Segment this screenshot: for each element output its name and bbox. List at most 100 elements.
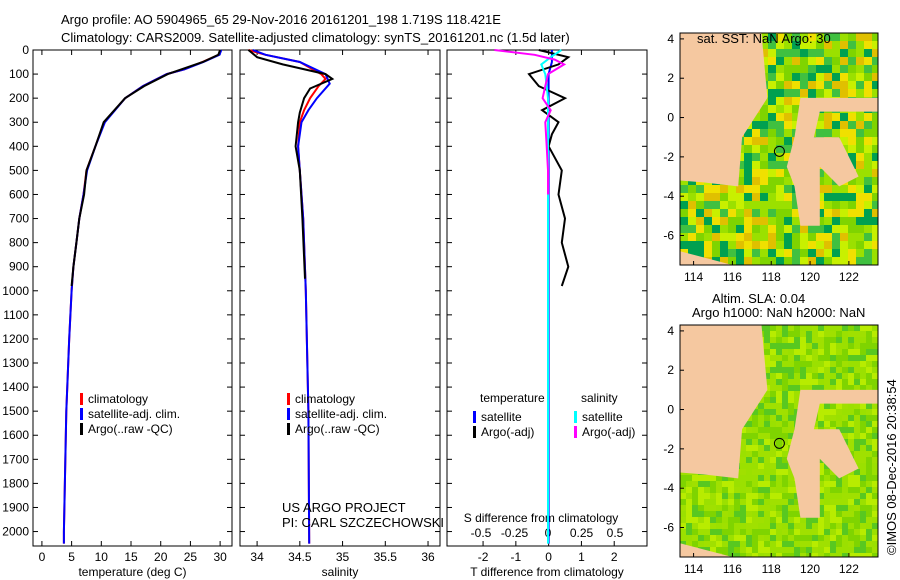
legend-swatch-sat [287,408,290,420]
map-cell [824,409,830,415]
map-cell [840,121,848,129]
map-cell [758,397,764,403]
map-cell [812,541,818,547]
map-cell [866,457,872,463]
map-cell [854,355,860,361]
map-cell [782,337,788,343]
map-cell [716,529,722,535]
map-cell [848,535,854,541]
map-cell [824,113,832,121]
map-cell [740,499,746,505]
map-cell [824,355,830,361]
map-cell [782,373,788,379]
x-tick-label: 34.5 [288,550,312,564]
map-cell [818,373,824,379]
map-cell [856,137,864,145]
map-cell [686,523,692,529]
map-cell [680,493,686,499]
map-cell [872,73,878,81]
map-cell [698,481,704,487]
map-cell [824,541,830,547]
series-line-climatology [62,49,222,544]
map-cell [860,355,866,361]
series-line-satellite-adj-clim- [252,49,331,544]
x-tick-label: 30 [213,550,227,564]
map-cell [764,349,770,355]
map-cell [864,57,872,65]
y-tick-label: 900 [9,260,29,274]
map-cell [788,367,794,373]
map-cell [716,523,722,529]
map-cell [776,177,784,185]
map-cell [794,367,800,373]
map-cell [864,241,872,249]
map-cell [782,469,788,475]
map-cell [824,337,830,343]
map-cell [836,325,842,331]
map-cell [818,547,824,553]
map-cell [832,57,840,65]
map-cell [712,201,720,209]
map-cell [800,361,806,367]
map-cell [720,249,728,257]
map-cell [794,499,800,505]
map-cell [758,535,764,541]
map-cell [864,161,872,169]
map-cell [824,379,830,385]
map-cell [760,49,768,57]
map-cell [764,379,770,385]
map-cell [758,541,764,547]
map-cell [818,421,824,427]
map-cell [836,415,842,421]
map-cell [836,373,842,379]
map-cell [806,373,812,379]
map-cell [768,249,776,257]
map-cell [866,427,872,433]
map-cell [824,217,832,225]
map-cell [768,41,776,49]
map-cell [854,481,860,487]
map-cell [768,193,776,201]
map-cell [830,349,836,355]
map-cell [818,511,824,517]
map-cell [840,249,848,257]
map-cell [872,217,878,225]
map-cell [768,89,776,97]
map-cell [712,185,720,193]
map-cell [752,169,760,177]
map-cell [782,355,788,361]
map-cell [860,331,866,337]
map-cell [698,523,704,529]
map-cell [848,475,854,481]
map-cell [740,439,746,445]
map-cell [760,257,768,265]
map-cell [768,233,776,241]
map-cell [824,33,832,41]
map-cell [800,257,808,265]
map-cell [848,487,854,493]
map-cell [784,89,792,97]
map-cell [776,41,784,49]
map-cell [784,41,792,49]
map-cell [830,409,836,415]
map-cell [860,403,866,409]
map-cell [752,145,760,153]
map-cell [832,193,840,201]
map-cell [760,145,768,153]
map-x-tick-label: 118 [762,270,781,284]
map-cell [824,185,832,193]
map-cell [704,535,710,541]
map-cell [686,529,692,535]
map-cell [854,343,860,349]
map-cell [710,535,716,541]
map-cell [808,73,816,81]
map-cell [840,209,848,217]
map-cell [872,201,878,209]
map-cell [734,493,740,499]
map-cell [758,529,764,535]
map-cell [686,493,692,499]
map-cell [824,81,832,89]
map-cell [794,385,800,391]
map-cell [752,427,758,433]
